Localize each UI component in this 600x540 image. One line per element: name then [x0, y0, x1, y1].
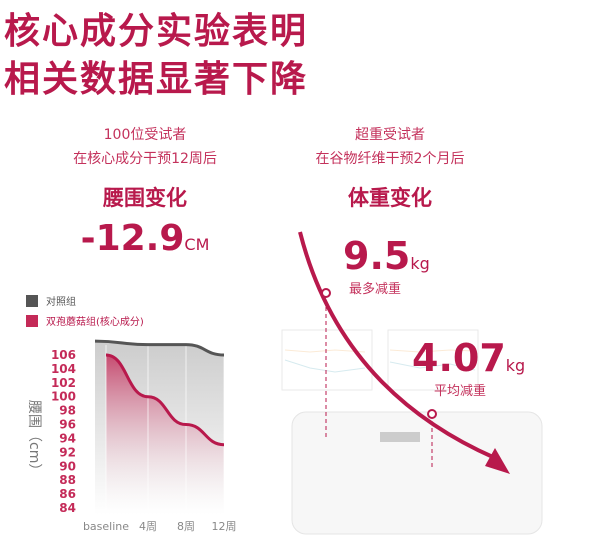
background-mini-charts — [281, 329, 479, 391]
y-tick-label: 94 — [59, 431, 76, 445]
treatment-line — [105, 353, 225, 447]
right-subtitle-2: 在谷物纤维干预2个月后 — [315, 151, 465, 167]
x-tick-label: 12周 — [212, 520, 237, 533]
y-axis-label: 腰围（cm） — [26, 400, 42, 477]
title-line-1: 核心成分实验表明 — [4, 11, 309, 52]
x-tick-label: 4周 — [139, 520, 157, 533]
y-tick-label: 84 — [59, 501, 76, 515]
y-tick-label: 100 — [51, 390, 76, 404]
y-tick-label: 104 — [51, 362, 76, 376]
y-tick-label: 96 — [59, 418, 76, 432]
scale-image — [291, 411, 543, 535]
control-line — [94, 339, 225, 357]
left-heading: 腰围变化 — [103, 186, 187, 210]
y-tick-label: 90 — [59, 459, 76, 473]
legend-treatment: 双孢蘑菇组(核心成分) — [26, 313, 144, 328]
avg-loss: 4.07kg 平均减重 — [412, 336, 526, 399]
right-heading: 体重变化 — [348, 186, 432, 210]
left-subtitle-2: 在核心成分干预12周后 — [73, 151, 217, 167]
x-tick-label: baseline — [83, 520, 129, 533]
left-panel-header: 100位受试者 在核心成分干预12周后 腰围变化 -12.9CM — [15, 124, 275, 259]
right-panel-header: 超重受试者 在谷物纤维干预2个月后 体重变化 — [260, 124, 520, 212]
x-tick-label: 8周 — [177, 520, 195, 533]
treatment-area — [106, 355, 224, 515]
left-subtitle-1: 100位受试者 — [103, 127, 187, 143]
weight-trend-curve — [298, 231, 496, 460]
y-tick-label: 88 — [59, 473, 76, 487]
y-tick-label: 86 — [59, 487, 76, 501]
max-point — [321, 288, 331, 298]
legend-control: 对照组 — [26, 293, 76, 308]
right-subtitle-1: 超重受试者 — [355, 127, 425, 143]
y-tick-label: 98 — [59, 404, 76, 418]
y-tick-label: 102 — [51, 376, 76, 390]
avg-point — [427, 409, 437, 419]
arrow-head-icon — [485, 448, 510, 474]
title-line-2: 相关数据显著下降 — [4, 59, 309, 100]
waist-change-value: -12.9CM — [80, 218, 210, 259]
y-tick-label: 106 — [51, 348, 76, 362]
scale-display — [380, 432, 420, 442]
y-tick-label: 92 — [59, 445, 76, 459]
max-loss: 9.5kg 最多减重 — [343, 234, 430, 297]
